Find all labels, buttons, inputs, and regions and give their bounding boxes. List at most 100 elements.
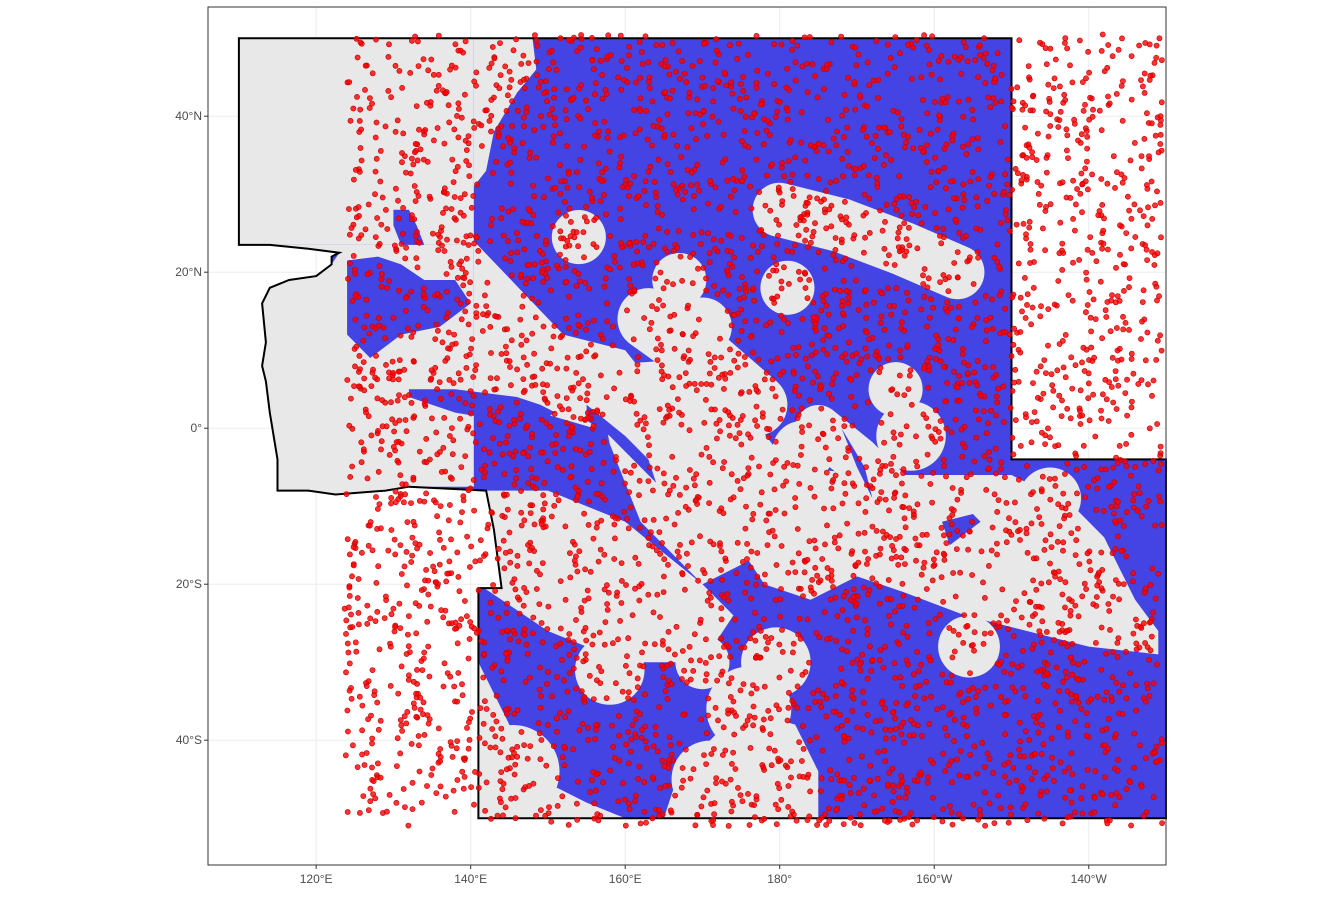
sample-point — [467, 232, 474, 239]
sample-point — [662, 89, 669, 95]
sample-point — [967, 178, 974, 185]
sample-point — [510, 206, 516, 213]
sample-point — [518, 61, 525, 67]
sample-point — [1157, 443, 1164, 450]
sample-point — [562, 596, 569, 603]
sample-point — [835, 435, 841, 442]
sample-point — [541, 479, 548, 486]
sample-point — [843, 589, 850, 595]
sample-point — [683, 383, 689, 389]
sample-point — [990, 620, 997, 627]
sample-point — [1047, 45, 1054, 52]
sample-point — [539, 269, 545, 276]
sample-point — [1083, 128, 1090, 134]
sample-point — [1060, 490, 1067, 497]
sample-point — [1075, 525, 1081, 532]
sample-point — [802, 285, 809, 291]
sample-point — [661, 131, 668, 138]
sample-point — [751, 714, 758, 721]
sample-point — [799, 758, 805, 764]
sample-point — [777, 613, 784, 620]
sample-point — [991, 491, 998, 498]
sample-point — [1099, 791, 1106, 798]
sample-point — [581, 143, 587, 150]
sample-point — [879, 290, 885, 297]
sample-point — [520, 52, 527, 59]
sample-point — [517, 316, 524, 323]
sample-point — [567, 670, 573, 676]
sample-point — [881, 161, 887, 168]
sample-point — [710, 541, 717, 548]
sample-point — [448, 536, 454, 543]
sample-point — [1026, 736, 1033, 743]
sample-point — [346, 260, 353, 267]
sample-point — [943, 540, 950, 546]
sample-point — [593, 490, 600, 497]
sample-point — [846, 756, 853, 763]
sample-point — [970, 281, 977, 287]
sample-point — [398, 571, 405, 577]
sample-point — [905, 297, 912, 304]
sample-point — [802, 157, 808, 164]
sample-point — [882, 218, 888, 225]
sample-point — [533, 232, 540, 239]
sample-point — [964, 623, 971, 629]
sample-point — [787, 178, 794, 185]
sample-point — [576, 184, 583, 190]
sample-point — [834, 128, 840, 135]
sample-point — [1135, 483, 1142, 490]
sample-point — [466, 351, 473, 358]
sample-point — [736, 296, 743, 302]
sample-point — [778, 164, 785, 171]
sample-point — [1140, 83, 1146, 90]
sample-point — [897, 50, 903, 57]
sample-point — [992, 445, 999, 452]
sample-point — [532, 32, 538, 38]
sample-point — [809, 61, 816, 68]
sample-point — [1078, 706, 1085, 712]
sample-point — [834, 771, 841, 778]
sample-point — [500, 780, 507, 787]
sample-point — [520, 786, 527, 793]
sample-point — [651, 178, 658, 185]
sample-point — [1029, 304, 1036, 311]
sample-point — [741, 142, 748, 149]
sample-point — [880, 528, 886, 535]
land-area-6 — [478, 490, 734, 663]
sample-point — [654, 202, 661, 209]
sample-point — [929, 577, 936, 584]
sample-point — [841, 133, 847, 140]
sample-point — [919, 733, 925, 739]
sample-point — [518, 332, 525, 339]
sample-point — [682, 503, 689, 510]
sample-point — [566, 631, 573, 637]
sample-point — [1055, 619, 1062, 626]
sample-point — [715, 717, 721, 724]
sample-point — [988, 547, 995, 554]
sample-point — [953, 546, 960, 552]
sample-point — [720, 287, 726, 294]
sample-point — [395, 215, 402, 222]
sample-point — [925, 774, 931, 780]
sample-point — [532, 381, 539, 388]
sample-point — [996, 263, 1002, 270]
sample-point — [1142, 585, 1149, 592]
sample-point — [780, 482, 786, 489]
sample-point — [762, 571, 768, 578]
sample-point — [624, 515, 630, 522]
sample-point — [382, 593, 389, 600]
sample-point — [917, 769, 924, 776]
sample-point — [448, 620, 455, 627]
sample-point — [1048, 544, 1055, 550]
sample-point — [1154, 337, 1161, 344]
sample-point — [533, 37, 540, 44]
sample-point — [476, 421, 483, 427]
sample-point — [1141, 90, 1148, 96]
sample-point — [500, 491, 507, 498]
sample-point — [804, 295, 811, 302]
sample-point — [502, 255, 508, 262]
sample-point — [553, 262, 560, 269]
sample-point — [1041, 815, 1048, 822]
sample-point — [424, 712, 431, 718]
sample-point — [843, 107, 849, 113]
